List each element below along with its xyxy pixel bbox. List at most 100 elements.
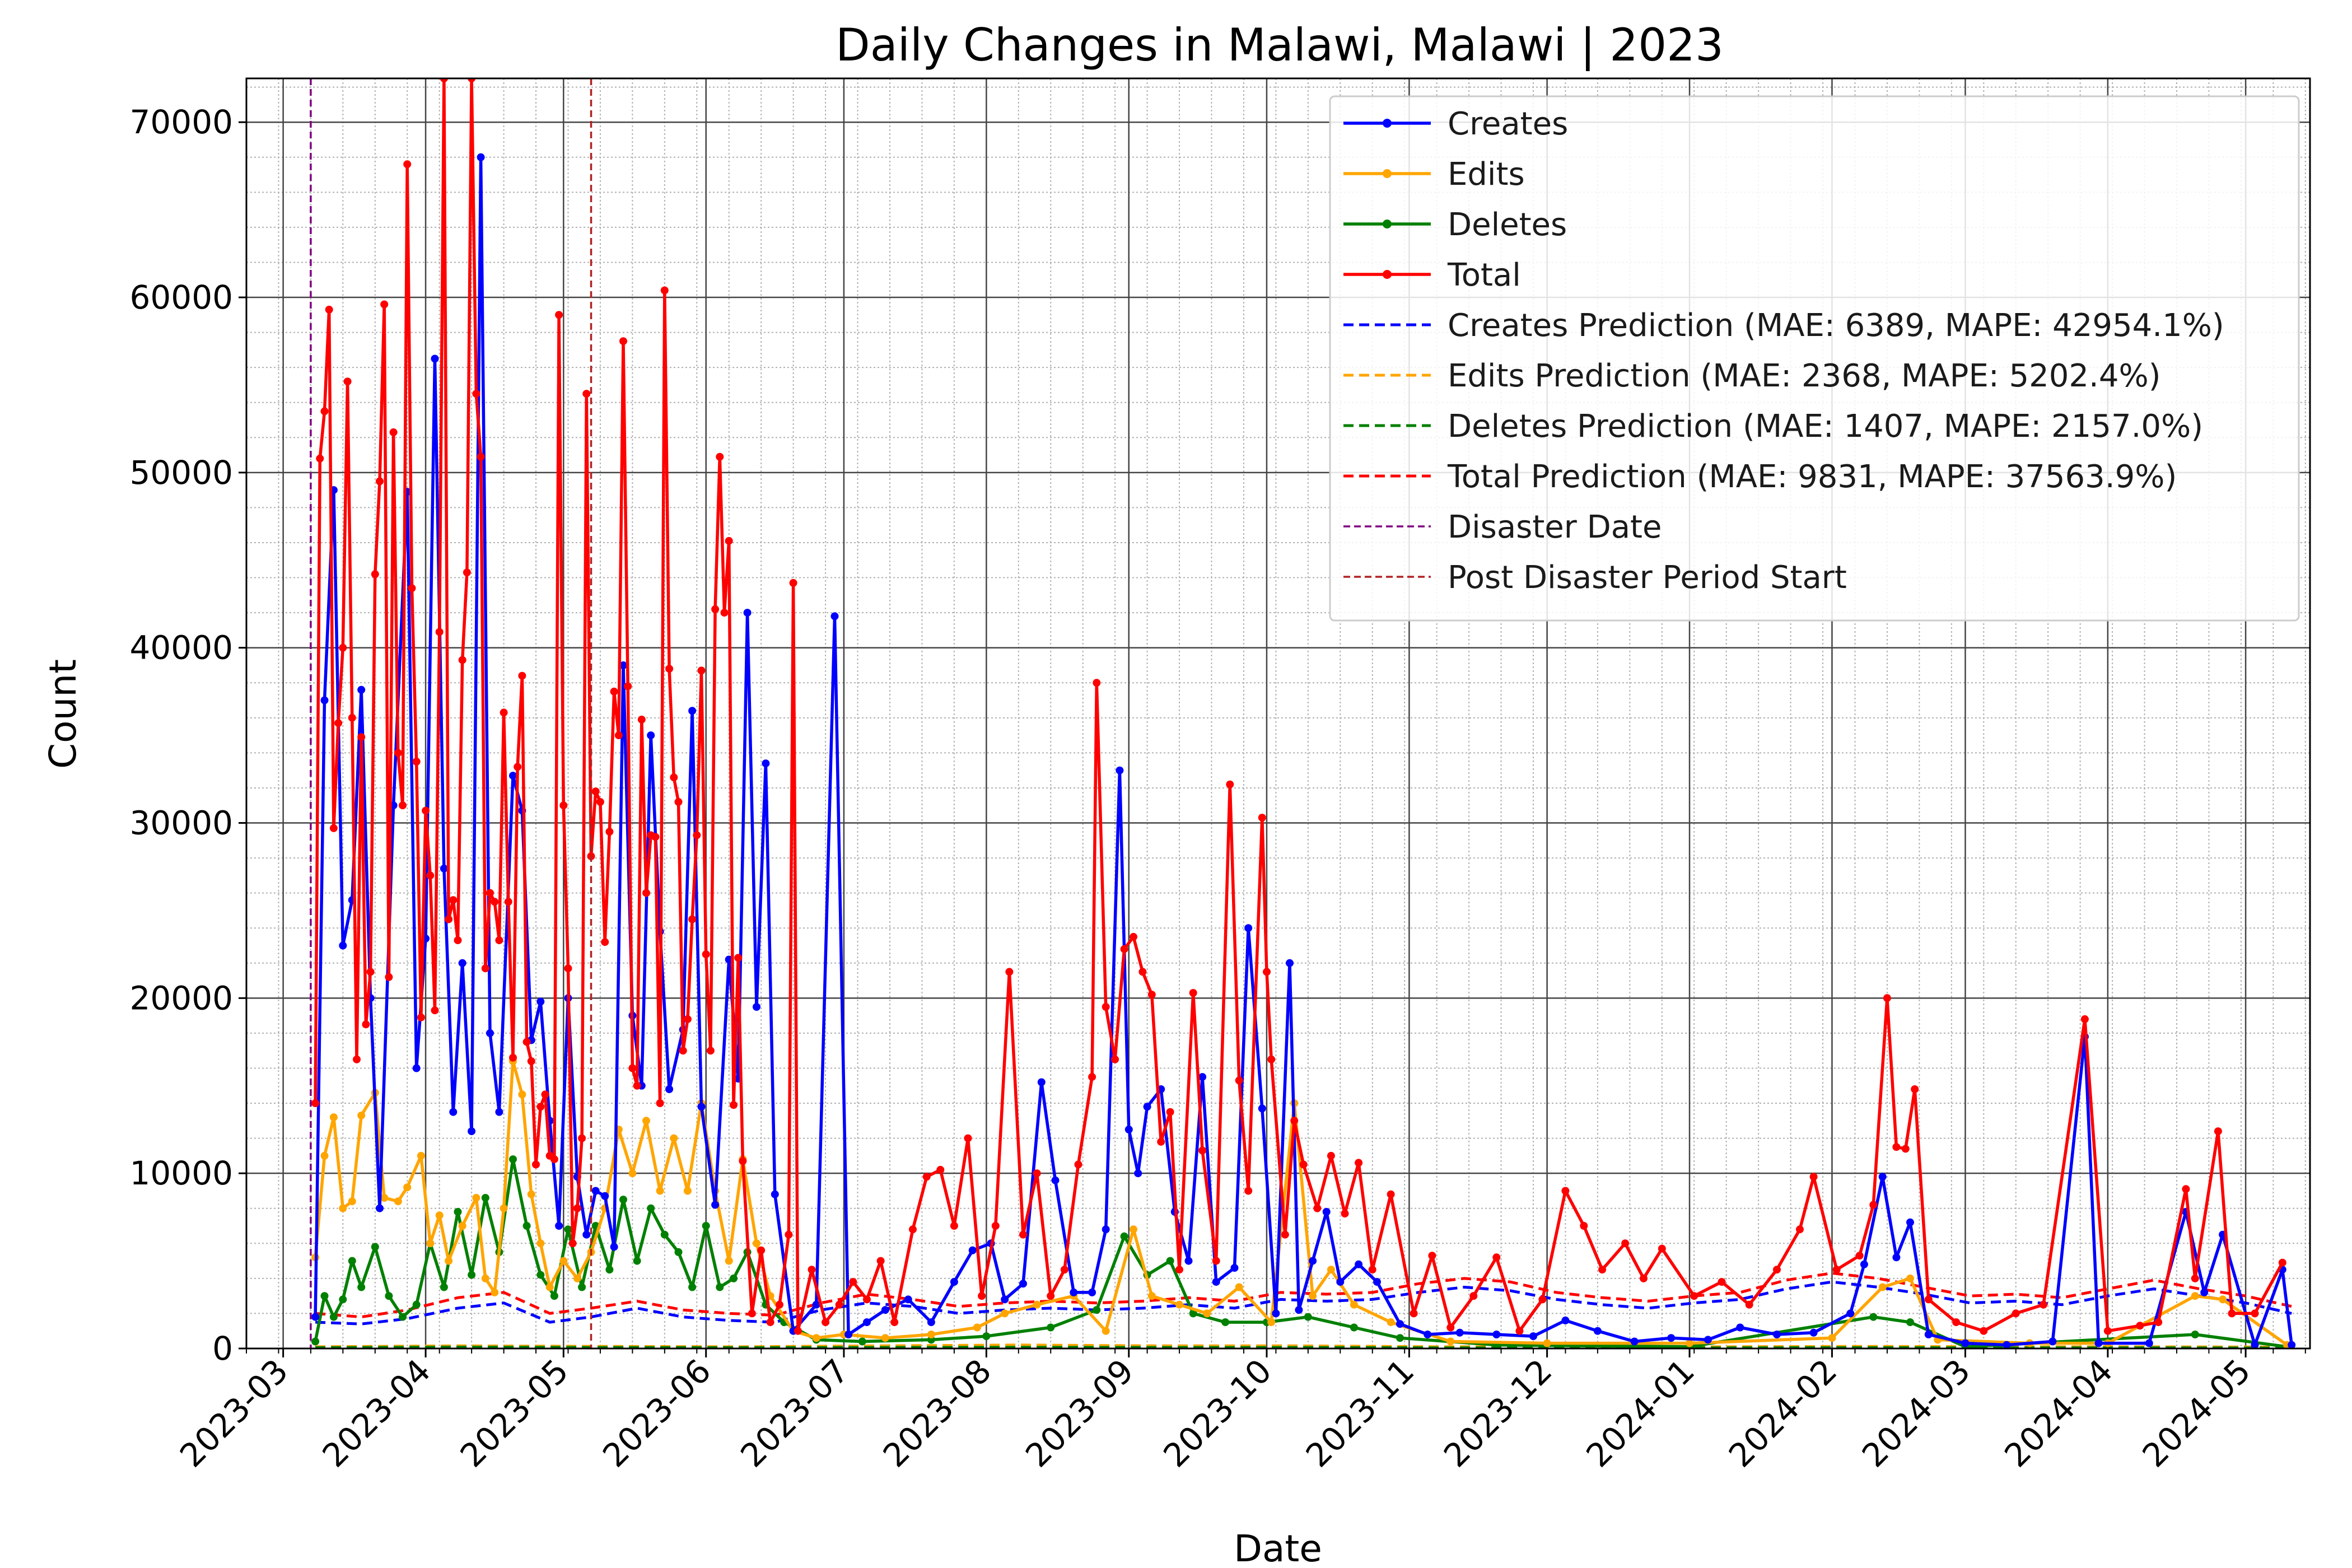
data-point-deletes xyxy=(660,1230,669,1239)
data-point-total xyxy=(794,1327,802,1335)
data-point-total xyxy=(1088,1073,1096,1081)
data-point-total xyxy=(748,1309,756,1318)
data-point-creates xyxy=(1037,1078,1046,1086)
data-point-total xyxy=(578,1134,586,1142)
data-point-deletes xyxy=(1166,1257,1174,1265)
data-point-total xyxy=(431,1006,439,1015)
data-point-total xyxy=(1290,1117,1299,1125)
data-point-total xyxy=(624,682,632,690)
data-point-creates xyxy=(697,1103,706,1111)
data-point-edits xyxy=(357,1111,366,1119)
data-point-edits xyxy=(1387,1318,1395,1327)
data-point-creates xyxy=(1529,1332,1537,1341)
data-point-total xyxy=(325,305,333,314)
data-point-deletes xyxy=(730,1274,738,1282)
data-point-total xyxy=(417,1013,425,1021)
data-point-deletes xyxy=(329,1313,338,1321)
data-point-edits xyxy=(1001,1309,1009,1318)
data-point-total xyxy=(343,377,352,386)
y-tick-label: 10000 xyxy=(129,1154,233,1192)
data-point-deletes xyxy=(647,1204,655,1212)
data-point-edits xyxy=(973,1323,981,1332)
data-point-creates xyxy=(619,661,627,669)
data-point-total xyxy=(1102,1003,1110,1011)
series-line-total-prediction xyxy=(315,1272,2292,1319)
data-point-creates xyxy=(863,1318,871,1327)
data-point-total xyxy=(2040,1300,2047,1309)
data-point-total xyxy=(1924,1295,1933,1304)
legend-label-deletes-prediction: Deletes Prediction (MAE: 1407, MAPE: 215… xyxy=(1448,408,2203,445)
data-point-creates xyxy=(536,997,545,1006)
data-point-edits xyxy=(725,1257,733,1265)
data-point-deletes xyxy=(399,1313,407,1321)
data-point-total xyxy=(1952,1318,1961,1327)
data-point-deletes xyxy=(605,1266,614,1274)
data-point-edits xyxy=(1686,1339,1693,1347)
data-point-total xyxy=(734,954,743,962)
data-point-total xyxy=(389,428,398,436)
data-point-total xyxy=(1980,1327,1988,1335)
data-point-deletes xyxy=(357,1283,366,1291)
data-point-edits xyxy=(500,1204,508,1212)
legend-marker-creates xyxy=(1383,119,1392,128)
data-point-total xyxy=(2251,1309,2259,1318)
series-line-deletes xyxy=(314,1158,2288,1348)
data-point-total xyxy=(426,871,435,880)
data-point-edits xyxy=(559,1257,568,1265)
data-point-total xyxy=(1019,1230,1027,1239)
y-tick-label: 60000 xyxy=(129,278,233,316)
data-point-total xyxy=(683,1015,692,1023)
data-point-deletes xyxy=(982,1332,991,1341)
data-point-creates xyxy=(311,1313,320,1321)
data-point-total xyxy=(1060,1266,1068,1274)
data-point-total xyxy=(1267,1055,1276,1063)
data-point-total xyxy=(2214,1127,2222,1136)
data-point-total xyxy=(1005,968,1014,976)
data-point-total xyxy=(1198,1146,1207,1155)
data-point-total xyxy=(468,78,476,82)
data-point-total xyxy=(610,687,618,696)
data-point-deletes xyxy=(1047,1323,1055,1332)
data-point-creates xyxy=(1667,1334,1676,1342)
data-point-total xyxy=(2191,1274,2199,1282)
data-point-total xyxy=(481,964,489,973)
data-point-deletes xyxy=(468,1271,476,1279)
x-axis-title: Date xyxy=(1234,1527,1322,1568)
data-point-total xyxy=(408,584,416,592)
data-point-total xyxy=(1226,780,1234,788)
data-point-edits xyxy=(518,1090,526,1099)
data-point-creates xyxy=(1134,1169,1142,1178)
data-point-total xyxy=(1869,1201,1878,1209)
data-point-creates xyxy=(950,1278,958,1286)
data-point-creates xyxy=(1309,1257,1317,1265)
data-point-total xyxy=(716,452,724,461)
data-point-creates xyxy=(1809,1328,1818,1337)
data-point-creates xyxy=(582,1230,591,1239)
data-point-total xyxy=(936,1165,945,1174)
data-point-total xyxy=(1428,1252,1436,1260)
data-point-creates xyxy=(1336,1278,1345,1286)
data-point-total xyxy=(789,578,797,587)
data-point-creates xyxy=(1878,1173,1887,1181)
data-point-deletes xyxy=(1350,1323,1358,1332)
data-point-total xyxy=(573,1204,581,1212)
y-tick-label: 70000 xyxy=(129,103,233,141)
data-point-total xyxy=(1341,1210,1349,1218)
data-point-total xyxy=(536,1103,545,1111)
data-point-total xyxy=(477,452,485,461)
data-point-edits xyxy=(1878,1283,1887,1291)
data-point-edits xyxy=(1906,1274,1914,1282)
data-point-creates xyxy=(1286,959,1294,967)
data-point-total xyxy=(504,898,512,906)
data-point-deletes xyxy=(1869,1313,1878,1321)
data-point-edits xyxy=(670,1134,678,1142)
data-point-total xyxy=(435,628,444,636)
data-point-creates xyxy=(1244,924,1253,932)
data-point-total xyxy=(1074,1160,1082,1169)
data-point-deletes xyxy=(674,1248,683,1256)
data-point-edits xyxy=(1102,1327,1110,1335)
data-point-deletes xyxy=(481,1194,489,1202)
data-point-total xyxy=(651,833,660,841)
data-point-total xyxy=(1883,994,1891,1002)
data-point-total xyxy=(527,1057,535,1065)
